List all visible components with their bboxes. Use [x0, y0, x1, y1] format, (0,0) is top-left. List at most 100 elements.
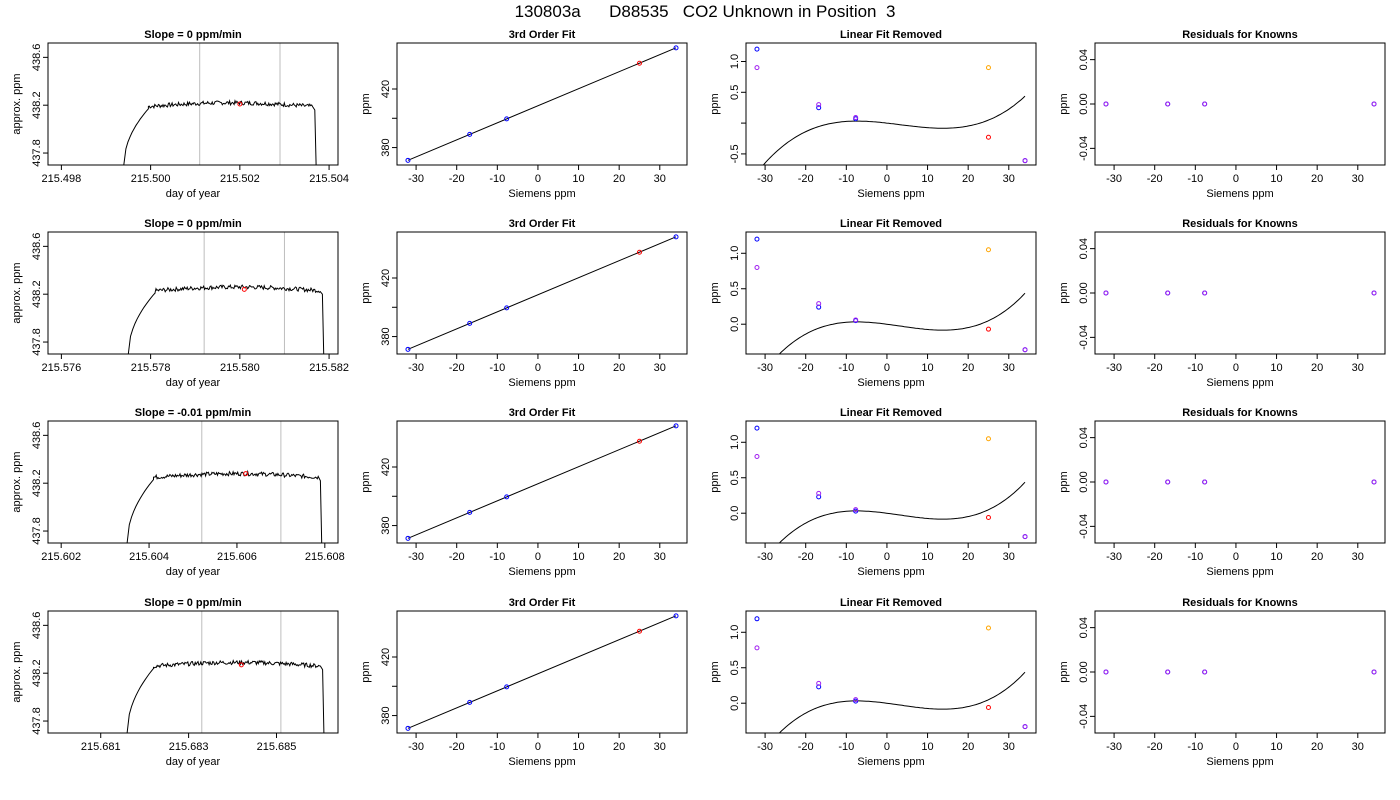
y-tick-label: 1.0	[729, 246, 741, 261]
data-point	[1022, 724, 1028, 730]
x-tick-label: -20	[1147, 551, 1163, 563]
data-point	[985, 514, 991, 520]
panel-grid: Slope = 0 ppm/min 215.498 215.500 215.502 21…	[11, 29, 1386, 768]
plot-area	[754, 236, 1028, 354]
panel-r1-c2: Linear Fit Removed -30 -20 -10 0 10 20 30 0.0 0.5…	[709, 218, 1037, 389]
x-axis-label: Siemens ppm	[508, 756, 575, 768]
plot-area	[1103, 479, 1377, 485]
plot-frame	[396, 610, 688, 734]
data-point	[1165, 669, 1171, 675]
x-tick-label: 215.683	[169, 741, 209, 753]
data-point	[816, 301, 822, 307]
data-point	[636, 249, 642, 255]
data-point	[405, 157, 411, 163]
x-tick-label: 20	[962, 551, 974, 563]
panel-r3-c3: Residuals for Knowns -30 -20 -10 0 10 20 30 -0.0…	[1058, 597, 1386, 768]
plot-area	[126, 611, 325, 733]
fit-curve	[778, 481, 1026, 543]
data-point	[636, 60, 642, 66]
y-tick-label: 1.0	[729, 435, 741, 450]
data-point	[1371, 101, 1377, 107]
y-tick-label: 0.04	[1078, 427, 1090, 448]
x-tick-label: -10	[489, 551, 505, 563]
x-tick-label: -30	[408, 362, 424, 374]
y-tick-label: 437.8	[31, 328, 43, 356]
data-point	[673, 45, 679, 51]
data-point	[1103, 479, 1109, 485]
x-axis-label: Siemens ppm	[508, 188, 575, 200]
data-point	[1103, 290, 1109, 296]
y-tick-label: 0.00	[1078, 282, 1090, 303]
panel-title: 3rd Order Fit	[509, 218, 576, 230]
y-axis-label: ppm	[360, 93, 372, 114]
plot-area	[1103, 101, 1377, 107]
y-axis-label: ppm	[360, 282, 372, 303]
panel-title: Residuals for Knowns	[1182, 29, 1298, 41]
data-point	[1202, 479, 1208, 485]
data-point	[504, 684, 510, 690]
signal-trace	[126, 469, 323, 543]
x-tick-label: -10	[838, 551, 854, 563]
x-tick-label: 0	[884, 551, 890, 563]
data-point	[754, 65, 760, 71]
fit-curve	[778, 292, 1026, 354]
x-axis-label: day of year	[166, 756, 221, 768]
data-point	[1103, 669, 1109, 675]
y-tick-label: 438.6	[31, 612, 43, 640]
figure-title: 130803a D88535 CO2 Unknown in Position 3	[515, 2, 896, 21]
data-point	[853, 507, 859, 513]
y-tick-label: 437.8	[31, 707, 43, 735]
x-tick-label: 20	[1311, 362, 1323, 374]
x-tick-label: 215.504	[309, 173, 349, 185]
panel-r0-c1: 3rd Order Fit -30 -20 -10 0 10 20 30 380 420 Sieme…	[360, 29, 688, 200]
x-tick-label: 30	[1352, 551, 1364, 563]
x-tick-label: -20	[798, 741, 814, 753]
data-point	[754, 425, 760, 431]
data-point	[853, 115, 859, 121]
x-axis-label: Siemens ppm	[1206, 566, 1273, 578]
sample-marker	[241, 286, 247, 292]
x-tick-label: 10	[921, 362, 933, 374]
y-tick-label: 0.0	[729, 506, 741, 521]
x-tick-label: 0	[535, 551, 541, 563]
x-tick-label: 20	[613, 362, 625, 374]
plot-frame	[396, 42, 688, 166]
y-tick-label: 437.8	[31, 517, 43, 545]
data-point	[673, 234, 679, 240]
panel-title: Linear Fit Removed	[840, 597, 942, 609]
data-point	[816, 105, 822, 111]
data-point	[1165, 479, 1171, 485]
fit-line	[407, 47, 677, 161]
x-axis-label: day of year	[166, 377, 221, 389]
y-tick-label: 0.5	[729, 85, 741, 100]
y-axis-label: ppm	[709, 471, 721, 492]
x-tick-label: -20	[449, 551, 465, 563]
y-tick-label: 0.04	[1078, 49, 1090, 70]
panel-r2-c2: Linear Fit Removed -30 -20 -10 0 10 20 30 0.0 0.5…	[709, 407, 1037, 578]
data-point	[636, 628, 642, 634]
x-tick-label: 215.604	[129, 551, 169, 563]
x-tick-label: -10	[838, 741, 854, 753]
plot-area	[1103, 669, 1377, 675]
y-axis-label: approx. ppm	[11, 451, 23, 512]
data-point	[816, 102, 822, 108]
panel-title: Linear Fit Removed	[840, 407, 942, 419]
data-point	[985, 436, 991, 442]
data-point	[1103, 101, 1109, 107]
x-tick-label: -30	[757, 741, 773, 753]
x-tick-label: -10	[489, 173, 505, 185]
plot-area	[754, 616, 1028, 733]
sample-marker	[238, 662, 244, 668]
panel-r3-c2: Linear Fit Removed -30 -20 -10 0 10 20 30 0.0 0.5…	[709, 597, 1037, 768]
plot-area	[126, 421, 323, 543]
x-tick-label: -20	[449, 362, 465, 374]
data-point	[405, 725, 411, 731]
y-tick-label: 1.0	[729, 54, 741, 69]
x-axis-label: Siemens ppm	[508, 566, 575, 578]
x-tick-label: 0	[1233, 362, 1239, 374]
panel-title: Linear Fit Removed	[840, 218, 942, 230]
plot-frame	[745, 420, 1037, 544]
x-tick-label: 10	[572, 551, 584, 563]
panel-title: Slope = -0.01 ppm/min	[135, 407, 252, 419]
data-point	[754, 264, 760, 270]
